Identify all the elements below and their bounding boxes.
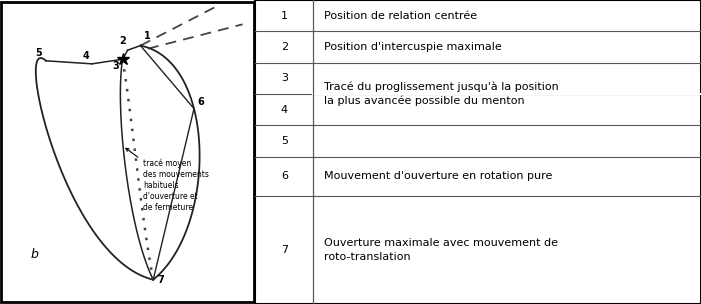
Text: 6: 6 <box>198 97 205 107</box>
Text: 1: 1 <box>281 11 288 21</box>
Text: Ouverture maximale avec mouvement de
roto-translation: Ouverture maximale avec mouvement de rot… <box>325 238 559 262</box>
FancyBboxPatch shape <box>1 2 254 302</box>
Text: 1: 1 <box>144 31 151 41</box>
Text: 4: 4 <box>83 51 90 61</box>
Text: 5: 5 <box>281 136 288 146</box>
Text: tracé moyen
des mouvements
habituels
d'ouverture et
de fermeture: tracé moyen des mouvements habituels d'o… <box>125 148 209 212</box>
Text: 2: 2 <box>281 42 288 52</box>
Text: 6: 6 <box>281 171 288 181</box>
Text: 5: 5 <box>35 48 42 58</box>
Text: 7: 7 <box>281 245 288 255</box>
Text: Position de relation centrée: Position de relation centrée <box>325 11 477 21</box>
Text: b: b <box>31 248 39 261</box>
Text: 4: 4 <box>281 105 288 115</box>
Text: 3: 3 <box>112 61 118 71</box>
Text: Position d'intercuspie maximale: Position d'intercuspie maximale <box>325 42 502 52</box>
Text: Tracé du proglissement jusqu'à la position
la plus avancée possible du menton: Tracé du proglissement jusqu'à la positi… <box>325 82 559 106</box>
Text: 2: 2 <box>120 36 126 46</box>
Text: 7: 7 <box>157 275 164 285</box>
Text: Mouvement d'ouverture en rotation pure: Mouvement d'ouverture en rotation pure <box>325 171 553 181</box>
Text: 3: 3 <box>281 73 288 83</box>
